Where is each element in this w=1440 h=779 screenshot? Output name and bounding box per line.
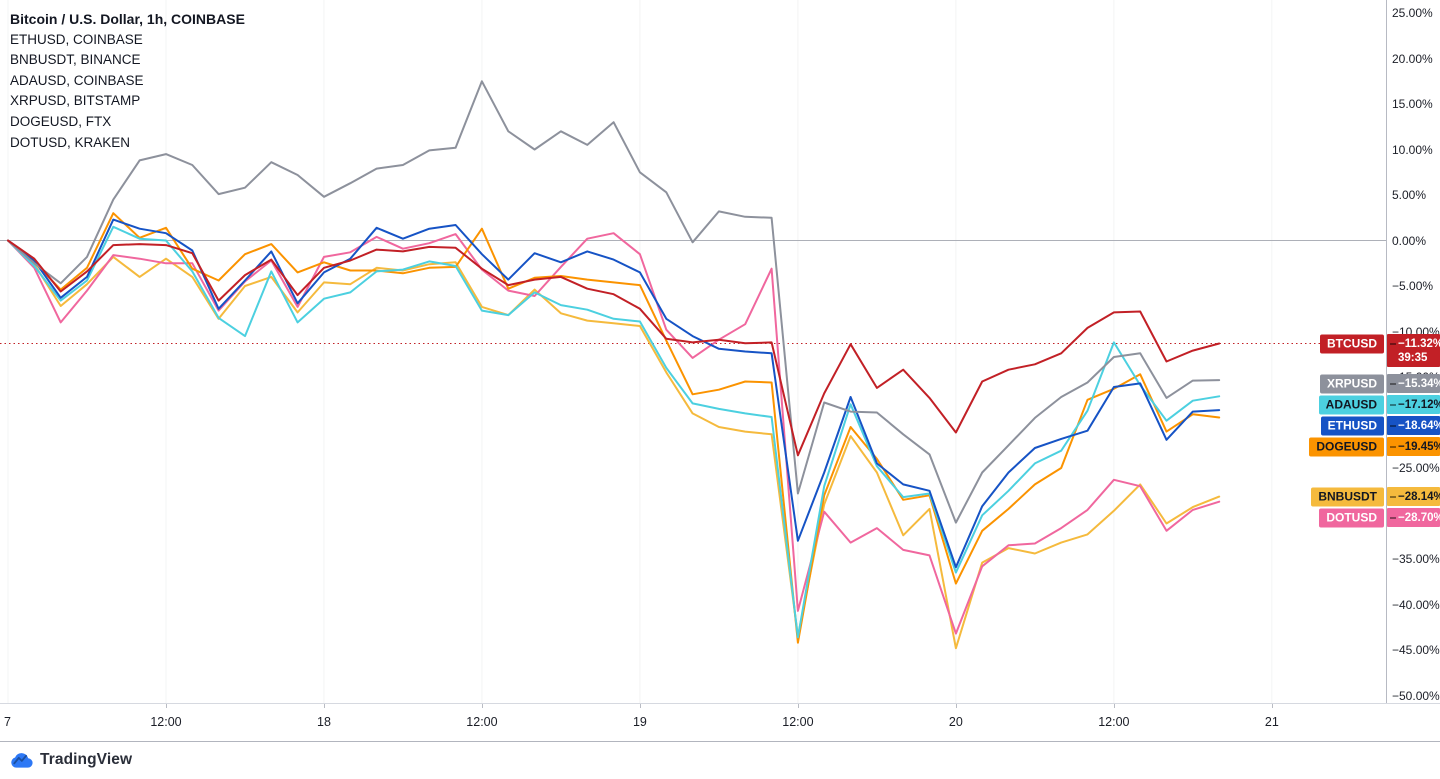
- time-axis-label: 19: [632, 715, 647, 729]
- price-change-tag-ETHUSD: −18.64%: [1387, 416, 1440, 435]
- legend-compare-symbol[interactable]: ETHUSD, COINBASE: [10, 31, 143, 47]
- price-change-tag-DOTUSD: −28.70%: [1387, 508, 1440, 528]
- time-axis[interactable]: 7 12:00 18 12:00 19 12:00 20 12:00 21: [0, 703, 1440, 742]
- series-line-XRPUSD[interactable]: [7, 80, 1221, 524]
- bar-countdown: 39:35: [1398, 351, 1428, 364]
- series-line-ETHUSD[interactable]: [7, 218, 1221, 569]
- time-axis-tick: [165, 704, 167, 708]
- time-axis-label: 20: [948, 715, 963, 729]
- symbol-name-tag-ETHUSD[interactable]: ETHUSD: [1320, 416, 1384, 435]
- symbol-name-tag-BNBUSDT[interactable]: BNBUSDT: [1311, 487, 1384, 507]
- legend-compare-symbol[interactable]: ADAUSD, COINBASE: [10, 72, 144, 88]
- series-line-ADAUSD[interactable]: [7, 225, 1221, 639]
- price-axis-label: 5.00%: [1392, 188, 1427, 202]
- price-change-tag-BNBUSDT: −28.14%: [1387, 487, 1440, 507]
- price-axis-label: 0.00%: [1392, 233, 1427, 248]
- time-axis-label: 12:00: [1098, 715, 1130, 729]
- price-axis-label: −40.00%: [1392, 597, 1440, 612]
- price-axis-label: −5.00%: [1392, 279, 1434, 293]
- price-change-tag-XRPUSD: −15.34%: [1387, 374, 1440, 393]
- symbol-name-tag-ADAUSD[interactable]: ADAUSD: [1318, 395, 1384, 414]
- symbol-name-tag-DOGEUSD[interactable]: DOGEUSD: [1309, 437, 1384, 456]
- series-line-BNBUSDT[interactable]: [7, 239, 1221, 650]
- legend-compare-symbol[interactable]: XRPUSD, BITSTAMP: [10, 93, 141, 109]
- price-axis-label: −45.00%: [1392, 643, 1440, 657]
- legend-main-symbol[interactable]: Bitcoin / U.S. Dollar, 1h, COINBASE: [10, 11, 245, 27]
- axis-tick-dash: [1390, 403, 1396, 406]
- symbol-legend: Bitcoin / U.S. Dollar, 1h, COINBASE ETHUS…: [10, 9, 245, 153]
- time-axis-tick: [955, 704, 957, 708]
- price-axis-label: 20.00%: [1392, 51, 1433, 66]
- price-axis[interactable]: 25.00% 20.00% 15.00% 10.00% 5.00% 0.00% −5.00%…: [1386, 0, 1440, 742]
- price-change-value: −15.34%: [1398, 377, 1440, 390]
- axis-tick-dash: [1390, 342, 1396, 345]
- price-axis-label: −25.00%: [1392, 461, 1440, 475]
- price-change-tag-DOGEUSD: −19.45%: [1387, 437, 1440, 456]
- price-axis-label: 25.00%: [1392, 6, 1433, 20]
- time-axis-tick: [1271, 704, 1273, 708]
- time-axis-label: 12:00: [466, 715, 498, 729]
- time-axis-label: 12:00: [150, 715, 182, 729]
- time-axis-label: 12:00: [782, 715, 814, 729]
- legend-compare-symbol[interactable]: BNBUSDT, BINANCE: [10, 52, 141, 68]
- legend-compare-symbol[interactable]: DOGEUSD, FTX: [10, 113, 112, 129]
- axis-tick-dash: [1390, 424, 1396, 427]
- time-axis-tick: [323, 704, 325, 708]
- series-line-DOGEUSD[interactable]: [7, 212, 1221, 644]
- price-change-value: −28.70%: [1398, 511, 1440, 524]
- price-axis-label: −50.00%: [1392, 688, 1440, 703]
- series-line-DOTUSD[interactable]: [7, 232, 1221, 635]
- price-change-value: −28.14%: [1398, 490, 1440, 503]
- price-change-tag-BTCUSD: −11.32% 39:35: [1387, 334, 1440, 367]
- brand-text[interactable]: TradingView: [40, 751, 133, 768]
- footer: TradingView: [10, 747, 132, 773]
- price-change-value: −17.12%: [1398, 398, 1440, 411]
- tradingview-logo-icon[interactable]: [10, 752, 33, 768]
- symbol-name-tag-DOTUSD[interactable]: DOTUSD: [1319, 508, 1384, 528]
- price-change-value: −18.64%: [1398, 419, 1440, 432]
- price-tag-layer: BTCUSD −11.32% 39:35 XRPUSD −15.34% ADAUSD −17…: [1309, 334, 1440, 528]
- axis-tick-dash: [1390, 516, 1396, 519]
- series-line-BTCUSD[interactable]: [7, 239, 1221, 457]
- legend-compare-symbol[interactable]: DOTUSD, KRAKEN: [10, 134, 131, 150]
- time-axis-label: 7: [4, 715, 11, 729]
- plot-canvas[interactable]: [0, 0, 1386, 703]
- price-axis-label: −35.00%: [1392, 552, 1440, 566]
- time-axis-tick: [481, 704, 483, 708]
- price-change-tag-ADAUSD: −17.12%: [1387, 395, 1440, 414]
- price-change-value: −11.32%: [1398, 337, 1440, 350]
- time-axis-tick: [639, 704, 641, 708]
- symbol-name-tag-BTCUSD[interactable]: BTCUSD: [1320, 334, 1384, 353]
- time-axis-label: 18: [317, 715, 331, 729]
- time-axis-tick: [797, 704, 799, 708]
- price-change-value: −19.45%: [1398, 440, 1440, 453]
- price-axis-label: 15.00%: [1392, 97, 1433, 111]
- axis-tick-dash: [1390, 495, 1396, 498]
- symbol-name-tag-XRPUSD[interactable]: XRPUSD: [1319, 374, 1384, 393]
- axis-tick-dash: [1390, 382, 1396, 385]
- time-axis-label: 21: [1264, 715, 1279, 729]
- axis-tick-dash: [1390, 445, 1396, 448]
- price-axis-label: 10.00%: [1392, 142, 1433, 157]
- time-axis-tick: [1113, 704, 1115, 708]
